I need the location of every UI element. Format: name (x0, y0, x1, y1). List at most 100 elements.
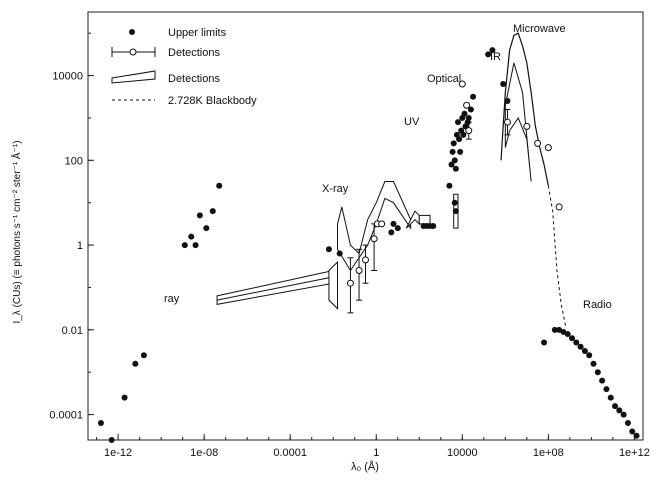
detection-point (346, 279, 354, 287)
legend-label-blackbody: 2.728K Blackbody (168, 95, 257, 107)
plot-frame (87, 11, 644, 441)
upper-limit-point (430, 223, 437, 229)
upper-limit-point (196, 212, 203, 219)
upper-limit-point (203, 225, 210, 232)
blackbody-dashed (547, 185, 567, 326)
upper-limit-point (467, 106, 474, 113)
upper-limit-point (616, 407, 623, 414)
annotation-ray: ray (164, 293, 180, 305)
upper-limit-point (451, 157, 458, 164)
upper-limit-point (216, 182, 223, 189)
y-tick-label: 1 (77, 240, 83, 252)
detection-point (465, 127, 473, 135)
detection-point (355, 266, 363, 274)
y-tick-label: 100 (65, 155, 83, 167)
hard-xray-wedge (328, 260, 339, 310)
ir-envelope (504, 62, 532, 182)
upper-limit-point (586, 352, 593, 359)
upper-limit-point (541, 339, 548, 346)
legend: Upper limits Detections Detections 2.728… (111, 27, 257, 107)
blackbody-curve (500, 32, 567, 326)
detection-points (346, 80, 563, 314)
upper-limit-point (97, 420, 104, 427)
upper-limit-point (140, 352, 147, 359)
detection-point (370, 235, 378, 243)
x-tick-label: 1e-08 (190, 447, 218, 459)
upper-limit-point (132, 360, 139, 367)
upper-limit-point (449, 148, 456, 155)
upper-limit-point (451, 199, 458, 206)
legend-label-detections-band: Detections (168, 73, 220, 85)
upper-limit-point (121, 394, 128, 401)
annotation-microwave: Microwave (513, 23, 566, 35)
upper-limit-point (448, 161, 455, 168)
upper-limit-point (603, 386, 610, 393)
euv-box (418, 214, 431, 225)
y-axis-label: I_λ (CUs) (≡ photons s⁻¹ cm⁻² ster⁻¹ Å⁻¹… (10, 140, 23, 323)
upper-limit-point (452, 208, 459, 215)
upper-limit-point (209, 208, 216, 215)
detection-point (378, 220, 386, 228)
upper-limit-point (504, 97, 511, 104)
axis-ticks: 1e-12 1e-08 0.0001 1 10000 1e+08 1e+12 0.0001 0.… (49, 32, 650, 459)
xray-band (216, 269, 334, 305)
upper-limit-point (108, 437, 115, 443)
upper-limit-point (581, 348, 588, 355)
x-axis-label: λ₀ (Å) (351, 460, 379, 473)
x-tick-label: 1 (373, 447, 379, 459)
upper-limit-point (456, 136, 463, 143)
upper-limit-point (390, 220, 397, 227)
upper-limit-point (485, 51, 492, 58)
legend-upper-limits-marker (129, 29, 135, 35)
x-tick-label: 1e-12 (104, 447, 132, 459)
upper-limit-point (452, 165, 459, 172)
upper-limit-point (612, 403, 619, 410)
upper-limit-point (629, 428, 636, 435)
detection-point (463, 101, 471, 109)
annotation-optical: Optical (427, 73, 461, 85)
upper-limit-point (624, 420, 631, 427)
y-tick-label: 10000 (52, 71, 83, 83)
detection-point (544, 144, 552, 152)
legend-detections-marker (129, 48, 137, 56)
detection-point (523, 122, 531, 130)
annotation-uv: UV (404, 116, 420, 128)
blackbody-solid (500, 32, 549, 186)
upper-limit-point (569, 335, 576, 342)
upper-limit-point (465, 114, 472, 121)
detection-point (362, 256, 369, 264)
upper-limit-point (489, 47, 496, 54)
upper-limit-point (325, 246, 332, 253)
upper-limit-point (573, 339, 580, 346)
upper-limit-point (460, 131, 467, 138)
upper-limit-point (564, 331, 571, 338)
detection-point (458, 80, 466, 88)
y-tick-label: 0.0001 (49, 410, 83, 422)
upper-limit-point (577, 343, 584, 350)
annotation-ir: IR (490, 51, 501, 63)
upper-limit-point (599, 377, 606, 384)
annotation-radio: Radio (583, 299, 612, 311)
upper-limit-point (500, 81, 507, 88)
upper-limit-point (594, 369, 601, 376)
detection-point (555, 203, 563, 211)
upper-limit-point (461, 110, 468, 117)
upper-limit-point (181, 242, 188, 249)
upper-limit-point (188, 233, 195, 240)
annotation-xray: X-ray (322, 183, 349, 195)
x-tick-label: 1e+12 (619, 447, 650, 459)
x-tick-label: 10000 (447, 447, 478, 459)
legend-label-detections: Detections (168, 47, 220, 59)
legend-label-upper-limits: Upper limits (168, 27, 227, 39)
upper-limit-point (388, 229, 395, 236)
detection-bands (216, 62, 532, 310)
y-tick-label: 0.01 (62, 325, 83, 337)
upper-limit-point (551, 326, 558, 333)
upper-limit-point (607, 394, 614, 401)
detection-point (503, 118, 511, 126)
upper-limit-point (470, 93, 477, 100)
upper-limit-point (590, 360, 597, 367)
upper-limit-point (457, 148, 464, 155)
upper-limit-point (620, 411, 627, 418)
